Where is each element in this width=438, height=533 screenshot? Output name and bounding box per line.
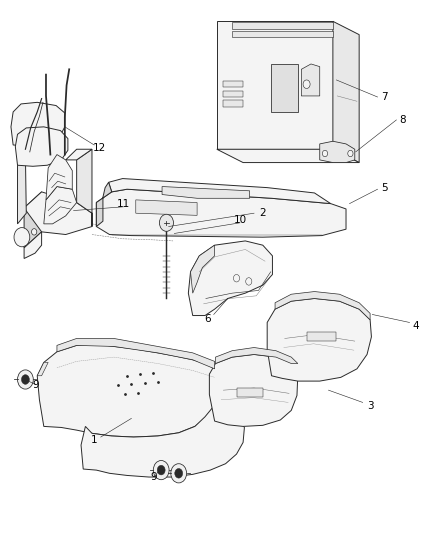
Polygon shape: [96, 189, 346, 237]
Circle shape: [18, 370, 33, 389]
Polygon shape: [188, 241, 272, 316]
Text: 7: 7: [381, 92, 388, 102]
Circle shape: [303, 80, 310, 88]
Circle shape: [32, 229, 37, 235]
Polygon shape: [24, 192, 42, 248]
Text: 10: 10: [233, 215, 247, 224]
Circle shape: [21, 375, 29, 384]
Polygon shape: [109, 179, 331, 204]
Text: 9: 9: [150, 472, 157, 482]
Polygon shape: [320, 141, 355, 163]
Text: 5: 5: [381, 183, 388, 192]
Polygon shape: [136, 200, 197, 215]
Text: 6: 6: [205, 314, 212, 324]
Polygon shape: [57, 338, 215, 369]
Polygon shape: [37, 362, 48, 376]
Polygon shape: [209, 354, 298, 426]
Text: 9: 9: [32, 380, 39, 390]
Polygon shape: [307, 332, 336, 341]
Polygon shape: [191, 245, 215, 293]
Polygon shape: [301, 64, 320, 96]
Circle shape: [322, 150, 328, 157]
Polygon shape: [271, 64, 298, 112]
Polygon shape: [215, 348, 298, 364]
Polygon shape: [11, 102, 65, 146]
Text: 1: 1: [91, 435, 98, 445]
Circle shape: [14, 228, 30, 247]
Text: 2: 2: [259, 208, 266, 218]
Circle shape: [348, 150, 353, 157]
Polygon shape: [275, 292, 370, 320]
Polygon shape: [15, 127, 68, 166]
Text: 8: 8: [399, 115, 406, 125]
Circle shape: [159, 214, 173, 231]
Polygon shape: [96, 182, 112, 227]
Polygon shape: [24, 232, 42, 259]
Circle shape: [246, 278, 252, 285]
Polygon shape: [223, 91, 243, 97]
Polygon shape: [217, 21, 333, 149]
Polygon shape: [267, 298, 371, 381]
Polygon shape: [46, 155, 72, 200]
Polygon shape: [223, 81, 243, 87]
Text: 11: 11: [117, 199, 130, 208]
Text: 3: 3: [367, 401, 374, 411]
Polygon shape: [37, 344, 219, 437]
Polygon shape: [162, 187, 250, 198]
Circle shape: [233, 274, 240, 282]
Text: 12: 12: [93, 143, 106, 153]
Polygon shape: [333, 21, 359, 163]
Text: 4: 4: [413, 321, 420, 331]
Polygon shape: [232, 22, 333, 29]
Polygon shape: [44, 187, 77, 224]
Circle shape: [157, 465, 165, 475]
Polygon shape: [217, 149, 359, 163]
Circle shape: [153, 461, 169, 480]
Circle shape: [175, 469, 183, 478]
Polygon shape: [232, 31, 333, 37]
Polygon shape: [24, 192, 92, 235]
Circle shape: [171, 464, 187, 483]
Polygon shape: [66, 149, 92, 160]
Polygon shape: [223, 100, 243, 107]
Polygon shape: [81, 405, 244, 477]
Polygon shape: [237, 388, 263, 397]
Polygon shape: [77, 149, 92, 227]
Polygon shape: [18, 155, 26, 224]
